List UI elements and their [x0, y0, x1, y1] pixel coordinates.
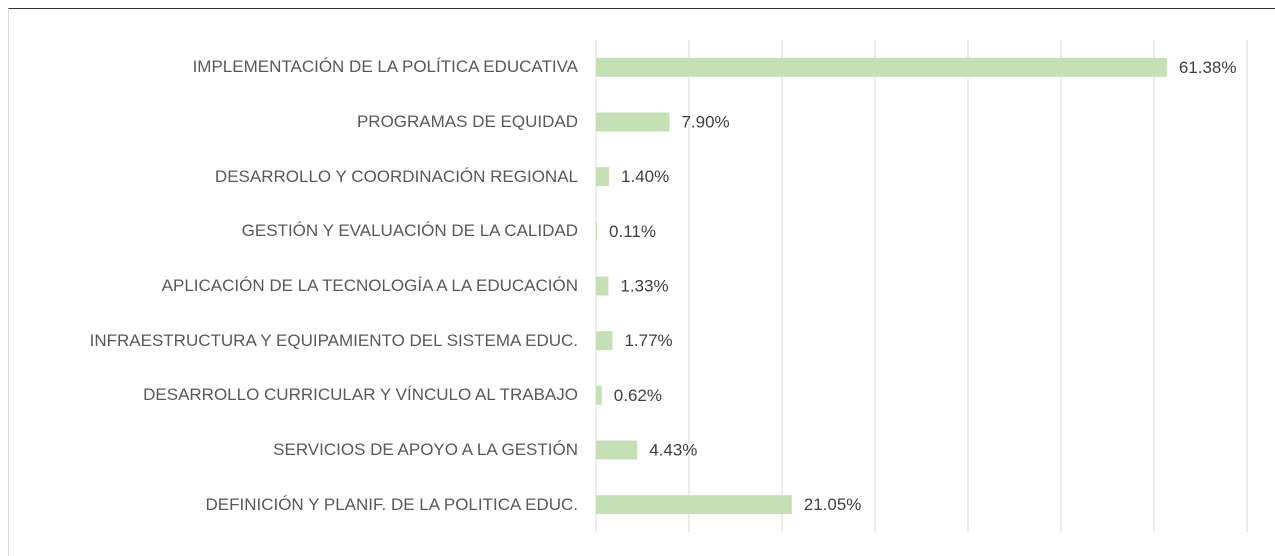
- data-label: 21.05%: [804, 495, 862, 514]
- y-tick-label: DESARROLLO CURRICULAR Y VÍNCULO AL TRABA…: [143, 385, 578, 405]
- category-label-box: DEFINICIÓN Y PLANIF. DE LA POLITICA EDUC…: [10, 480, 578, 530]
- category-label-box: DESARROLLO CURRICULAR Y VÍNCULO AL TRABA…: [10, 370, 578, 420]
- y-tick-label: APLICACIÓN DE LA TECNOLOGÍA A LA EDUCACI…: [161, 276, 578, 295]
- category-label-box: DESARROLLO Y COORDINACIÓN REGIONAL: [10, 152, 578, 202]
- bar: [596, 495, 792, 515]
- bar: [596, 331, 613, 351]
- bar: [596, 112, 670, 132]
- data-label: 0.11%: [609, 222, 656, 241]
- data-label: 7.90%: [681, 112, 729, 131]
- data-label: 1.77%: [624, 331, 672, 350]
- y-tick-label: GESTIÓN Y EVALUACIÓN DE LA CALIDAD: [241, 221, 578, 241]
- category-label-box: SERVICIOS DE APOYO A LA GESTIÓN: [10, 425, 578, 475]
- data-label: 4.43%: [649, 440, 697, 459]
- data-label: 1.33%: [620, 276, 668, 295]
- y-tick-label: DEFINICIÓN Y PLANIF. DE LA POLITICA EDUC…: [205, 494, 578, 514]
- bar: [596, 57, 1167, 77]
- data-label: 1.40%: [621, 167, 669, 186]
- category-label-box: GESTIÓN Y EVALUACIÓN DE LA CALIDAD: [10, 206, 578, 256]
- bar: [596, 221, 598, 241]
- data-label: 0.62%: [614, 386, 662, 405]
- bar: [596, 385, 602, 405]
- data-label: 61.38%: [1179, 58, 1237, 77]
- category-label-box: IMPLEMENTACIÓN DE LA POLÍTICA EDUCATIVA: [10, 42, 578, 92]
- category-label-box: INFRAESTRUCTURA Y EQUIPAMIENTO DEL SISTE…: [10, 316, 578, 366]
- chart-frame: [8, 8, 1275, 556]
- category-label-box: APLICACIÓN DE LA TECNOLOGÍA A LA EDUCACI…: [10, 261, 578, 311]
- y-tick-label: PROGRAMAS DE EQUIDAD: [356, 112, 578, 131]
- category-label-box: PROGRAMAS DE EQUIDAD: [10, 97, 578, 147]
- y-tick-label: INFRAESTRUCTURA Y EQUIPAMIENTO DEL SISTE…: [89, 330, 578, 350]
- y-tick-label: IMPLEMENTACIÓN DE LA POLÍTICA EDUCATIVA: [192, 57, 578, 77]
- y-tick-label: SERVICIOS DE APOYO A LA GESTIÓN: [273, 440, 578, 459]
- bar: [596, 167, 610, 187]
- bar: [596, 276, 609, 296]
- y-tick-label: DESARROLLO Y COORDINACIÓN REGIONAL: [214, 166, 578, 186]
- bar: [596, 440, 638, 460]
